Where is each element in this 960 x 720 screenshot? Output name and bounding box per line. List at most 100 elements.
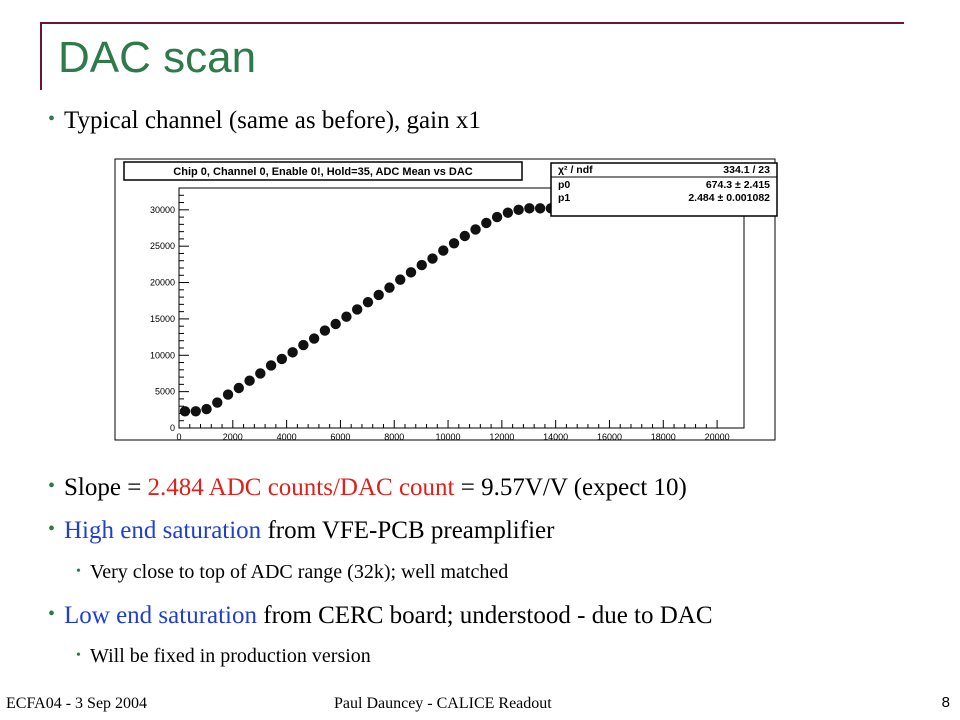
data-point — [513, 204, 524, 216]
axis-ticks: 0 2000 4000 6000 8000 10000 12000 14000 16000 180… — [150, 187, 730, 442]
data-point — [438, 245, 449, 256]
plot-area — [178, 187, 745, 429]
data-point — [179, 406, 191, 417]
x-tick-label: 14000 — [543, 432, 568, 442]
data-point — [255, 368, 266, 379]
data-point — [674, 203, 686, 214]
bullet-dot: • — [48, 475, 56, 497]
slide-title: DAC scan — [58, 33, 257, 82]
x-tick-label: 10000 — [436, 432, 461, 442]
sub-bullet-dot: • — [76, 564, 81, 579]
bullet-low-end: • Low end saturation from CERC board; und… — [48, 602, 713, 629]
x-tick-label: 18000 — [651, 432, 676, 442]
data-point — [319, 325, 331, 336]
data-point — [470, 224, 481, 235]
data-points — [179, 203, 718, 417]
x-tick-label: 12000 — [489, 432, 514, 442]
chart-title: Chip 0, Channel 0, Enable 0!, Hold=35, A… — [173, 166, 472, 178]
data-point — [427, 253, 438, 264]
canvas-frame — [114, 158, 776, 441]
data-point — [631, 203, 643, 214]
data-point — [190, 406, 201, 417]
data-point — [265, 360, 277, 371]
data-point — [653, 203, 664, 214]
data-point — [362, 296, 374, 308]
sub-bullet-high: • Very close to top of ADC range (32k); w… — [76, 561, 509, 583]
x-tick-label: 20000 — [705, 432, 730, 442]
data-point — [459, 230, 471, 242]
slope-highlight: 2.484 ADC counts/DAC count — [147, 474, 455, 501]
data-point — [287, 347, 298, 358]
data-point — [481, 217, 492, 229]
low-end-highlight: Low end saturation — [64, 602, 258, 629]
x-tick-label: 16000 — [597, 432, 622, 442]
data-point — [448, 238, 460, 249]
sub-bullet-dot: • — [76, 648, 81, 663]
data-point — [351, 304, 363, 315]
data-point — [642, 203, 653, 214]
data-point — [588, 203, 600, 214]
stats-entries: χ² / ndf 334.1 / 23 p0 674.3 ± 2.415 p1 2.484… — [558, 164, 770, 204]
stats-value: 2.484 ± 0.001082 — [688, 192, 770, 204]
sub-bullet-low: • Will be fixed in production version — [76, 645, 371, 667]
y-tick-label: 0 — [170, 423, 175, 433]
data-point — [384, 282, 395, 293]
data-point — [233, 382, 245, 394]
stats-label: χ² / ndf — [558, 164, 593, 176]
frame-left-line — [40, 22, 42, 90]
x-tick-label: 8000 — [384, 432, 404, 442]
bullet-typical-channel: • Typical channel (same as before), gain … — [48, 107, 481, 134]
page-number: 8 — [941, 694, 950, 711]
y-tick-label: 20000 — [150, 278, 175, 288]
data-point — [201, 403, 212, 415]
data-point — [502, 207, 514, 218]
bullet-dot: • — [48, 518, 56, 540]
y-tick-label: 25000 — [150, 241, 175, 251]
data-point — [545, 203, 557, 214]
data-point — [395, 274, 406, 285]
data-point — [276, 353, 288, 365]
bullet-dot: • — [48, 603, 56, 625]
y-tick-label: 5000 — [155, 387, 175, 397]
data-point — [341, 311, 352, 322]
y-tick-label: 30000 — [150, 205, 175, 215]
stats-value: 334.1 / 23 — [723, 164, 770, 176]
data-point — [212, 397, 223, 408]
data-point — [298, 339, 309, 351]
data-point — [621, 203, 632, 214]
data-point — [373, 289, 384, 301]
y-tick-label: 10000 — [150, 350, 175, 360]
footer-left: ECFA04 - 3 Sep 2004 — [6, 695, 148, 712]
x-tick-label: 4000 — [277, 432, 297, 442]
bullet-dot: • — [48, 108, 56, 130]
bullet-slope: • Slope = 2.484 ADC counts/DAC count = 9.… — [48, 474, 687, 501]
x-tick-label: 0 — [176, 432, 181, 442]
chart-title-box — [123, 161, 523, 181]
data-point — [416, 259, 427, 271]
data-point — [491, 211, 503, 223]
stats-label: p1 — [558, 192, 570, 204]
data-point — [707, 203, 718, 214]
footer-center: Paul Dauncey - CALICE Readout — [334, 695, 552, 712]
data-point — [524, 203, 535, 214]
data-point — [664, 203, 675, 214]
data-point — [567, 203, 578, 214]
data-point — [685, 203, 697, 214]
data-point — [330, 318, 341, 330]
high-end-highlight: High end saturation — [64, 517, 262, 544]
x-tick-label: 2000 — [223, 432, 243, 442]
stats-value: 674.3 ± 2.415 — [706, 179, 770, 191]
data-point — [610, 203, 621, 214]
data-point — [599, 203, 610, 214]
data-point — [405, 267, 417, 278]
data-point — [222, 389, 234, 400]
x-tick-label: 6000 — [330, 432, 350, 442]
data-point — [556, 203, 567, 214]
data-point — [577, 203, 589, 214]
stats-label: p0 — [558, 179, 570, 191]
data-point — [696, 203, 707, 214]
y-tick-label: 15000 — [150, 314, 175, 324]
frame-top-line — [40, 22, 904, 24]
bullet-high-end: • High end saturation from VFE-PCB preamp… — [48, 517, 555, 544]
data-point — [244, 375, 255, 386]
